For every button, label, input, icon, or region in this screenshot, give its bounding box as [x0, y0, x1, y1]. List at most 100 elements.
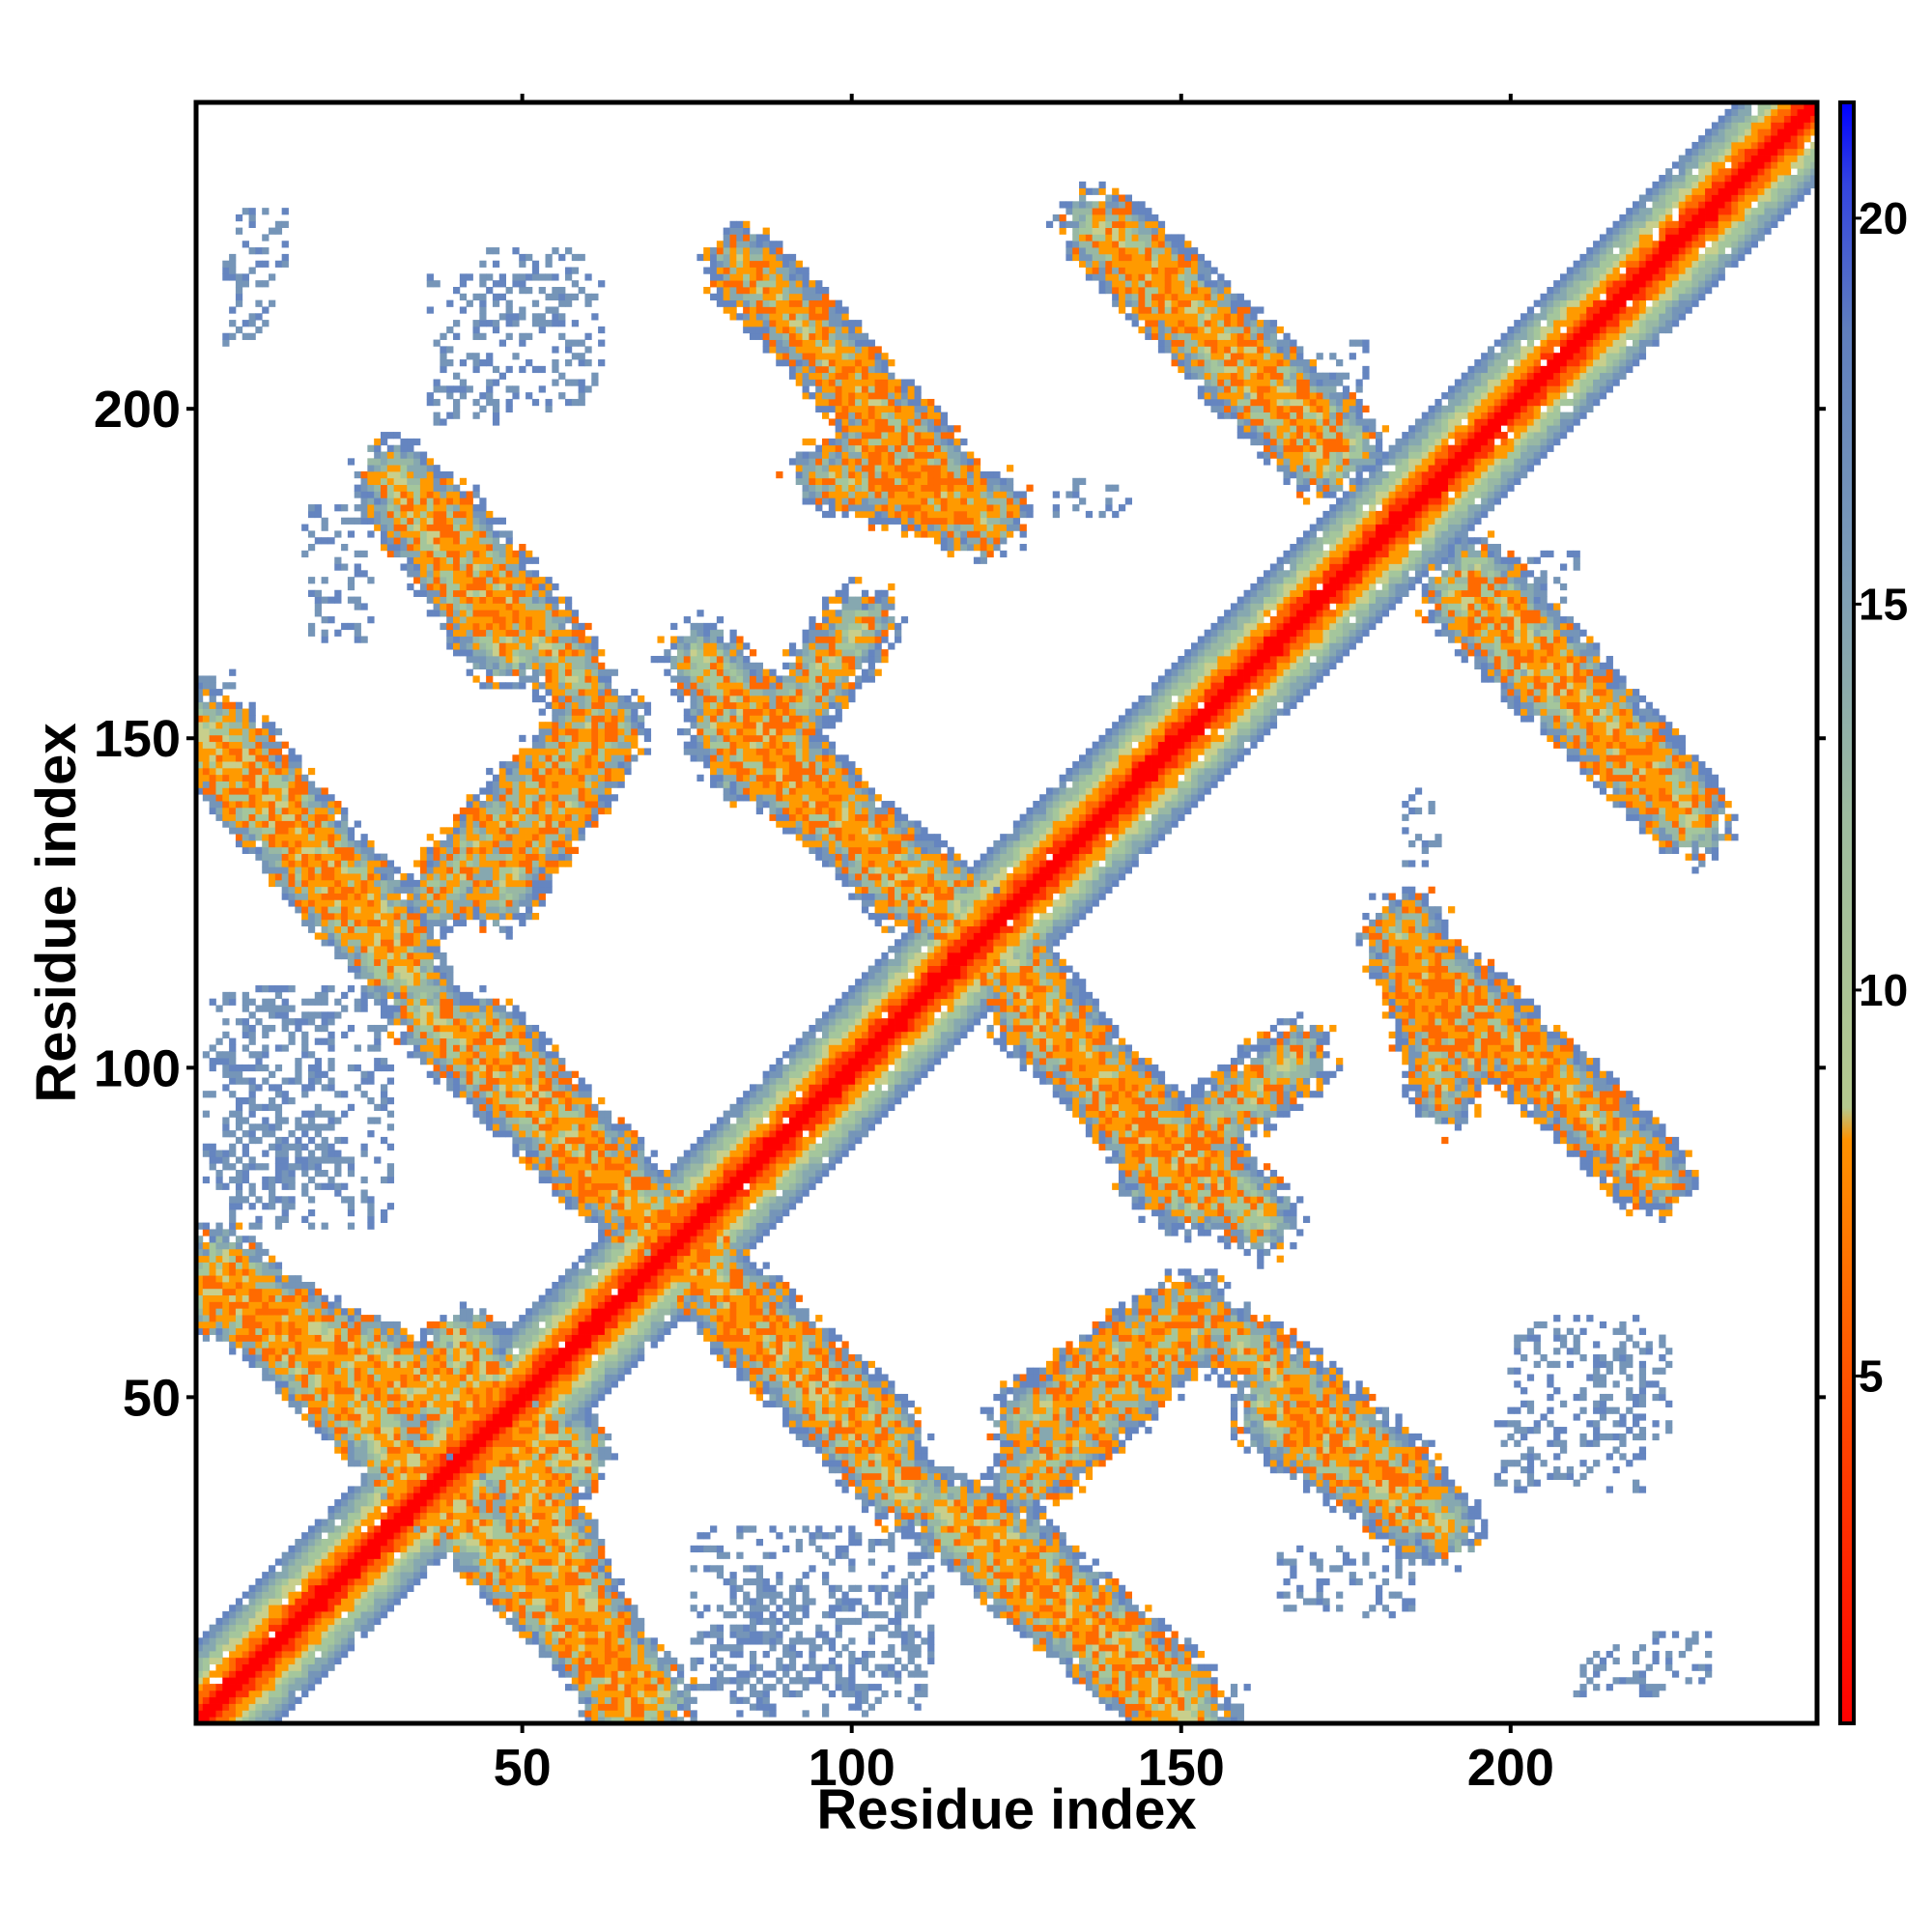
- heatmap-cell: [301, 1354, 308, 1361]
- heatmap-cell: [322, 1598, 328, 1605]
- heatmap-cell: [308, 913, 315, 920]
- heatmap-cell: [249, 742, 256, 749]
- heatmap-cell: [236, 1189, 242, 1196]
- heatmap-cell: [315, 913, 322, 920]
- heatmap-cell: [236, 768, 242, 775]
- heatmap-cell: [242, 1328, 249, 1335]
- heatmap-cell: [282, 1163, 289, 1170]
- heatmap-cell: [262, 1354, 269, 1361]
- heatmap-cell: [229, 1268, 236, 1275]
- heatmap-cell: [275, 768, 282, 775]
- heatmap-cell: [203, 1651, 210, 1658]
- heatmap-cell: [269, 1315, 275, 1321]
- heatmap-cell: [308, 1558, 315, 1565]
- heatmap-cell: [308, 906, 315, 913]
- heatmap-cell: [289, 794, 296, 801]
- heatmap-cell: [295, 1065, 301, 1071]
- heatmap-cell: [301, 1335, 308, 1342]
- heatmap-cell: [315, 1394, 322, 1401]
- heatmap-cell: [308, 1123, 315, 1130]
- heatmap-cell: [242, 280, 249, 287]
- heatmap-cell: [262, 1025, 269, 1032]
- heatmap-cell: [262, 1295, 269, 1302]
- heatmap-cell: [269, 1328, 275, 1335]
- heatmap-cell: [210, 1263, 216, 1269]
- heatmap-cell: [275, 1710, 282, 1717]
- heatmap-cell: [215, 1295, 222, 1302]
- heatmap-cell: [249, 735, 256, 742]
- heatmap-cell: [262, 1321, 269, 1328]
- heatmap-cell: [249, 1263, 256, 1269]
- heatmap-cell: [249, 748, 256, 754]
- heatmap-cell: [295, 1684, 301, 1690]
- heatmap-cell: [269, 1177, 275, 1183]
- heatmap-cell: [269, 1025, 275, 1032]
- heatmap-cell: [308, 873, 315, 880]
- heatmap-cell: [222, 1328, 229, 1335]
- heatmap-cell: [295, 840, 301, 847]
- heatmap-cell: [255, 985, 262, 992]
- heatmap-cell: [242, 1025, 249, 1032]
- heatmap-cell: [255, 1605, 262, 1611]
- heatmap-cell: [282, 1295, 289, 1302]
- heatmap-cell: [289, 1038, 296, 1045]
- heatmap-cell: [222, 1697, 229, 1704]
- heatmap-cell: [203, 1289, 210, 1295]
- heatmap-cell: [255, 280, 262, 287]
- heatmap-cell: [229, 1078, 236, 1085]
- heatmap-cell: [269, 1664, 275, 1671]
- heatmap-cell: [215, 1644, 222, 1651]
- heatmap-cell: [229, 1111, 236, 1118]
- heatmap-cell: [236, 1598, 242, 1605]
- heatmap-cell: [269, 1289, 275, 1295]
- heatmap-cell: [282, 1651, 289, 1658]
- heatmap-cell: [236, 1295, 242, 1302]
- heatmap-cell: [262, 1177, 269, 1183]
- heatmap-cell: [222, 1051, 229, 1058]
- heatmap-cell: [289, 873, 296, 880]
- heatmap-cell: [236, 273, 242, 280]
- heatmap-cell: [295, 1644, 301, 1651]
- heatmap-cell: [301, 1123, 308, 1130]
- heatmap-cell: [282, 1282, 289, 1289]
- heatmap-cell: [215, 748, 222, 754]
- heatmap-cell: [242, 1335, 249, 1342]
- heatmap-cell: [295, 1163, 301, 1170]
- heatmap-cell: [289, 1380, 296, 1387]
- heatmap-cell: [308, 1177, 315, 1183]
- heatmap-cell: [269, 808, 275, 814]
- heatmap-cell: [229, 748, 236, 754]
- heatmap-cell: [269, 1196, 275, 1203]
- heatmap-cell: [308, 1387, 315, 1394]
- heatmap-cell: [222, 992, 229, 999]
- heatmap-cell: [301, 827, 308, 834]
- heatmap-cell: [262, 781, 269, 788]
- heatmap-cell: [262, 775, 269, 781]
- heatmap-cell: [203, 1637, 210, 1644]
- heatmap-cell: [249, 313, 256, 320]
- heatmap-cell: [295, 1295, 301, 1302]
- heatmap-cell: [295, 1123, 301, 1130]
- heatmap-cell: [222, 1084, 229, 1091]
- heatmap-cell: [242, 1196, 249, 1203]
- heatmap-cell: [210, 1242, 216, 1249]
- heatmap-cell: [295, 1618, 301, 1625]
- heatmap-cell: [322, 1565, 328, 1572]
- heatmap-cell: [301, 840, 308, 847]
- heatmap-cell: [322, 1387, 328, 1394]
- heatmap-cell: [269, 775, 275, 781]
- heatmap-cell: [215, 1183, 222, 1190]
- heatmap-cell: [289, 1637, 296, 1644]
- heatmap-cell: [236, 280, 242, 287]
- heatmap-cell: [275, 1690, 282, 1697]
- heatmap-cell: [301, 880, 308, 887]
- heatmap-cell: [222, 1282, 229, 1289]
- heatmap-cell: [229, 1163, 236, 1170]
- heatmap-cell: [249, 1275, 256, 1282]
- heatmap-cell: [262, 1328, 269, 1335]
- heatmap-cell: [301, 1644, 308, 1651]
- heatmap-cell: [315, 1078, 322, 1085]
- heatmap-cell: [242, 1670, 249, 1677]
- heatmap-cell: [242, 847, 249, 854]
- heatmap-cell: [215, 781, 222, 788]
